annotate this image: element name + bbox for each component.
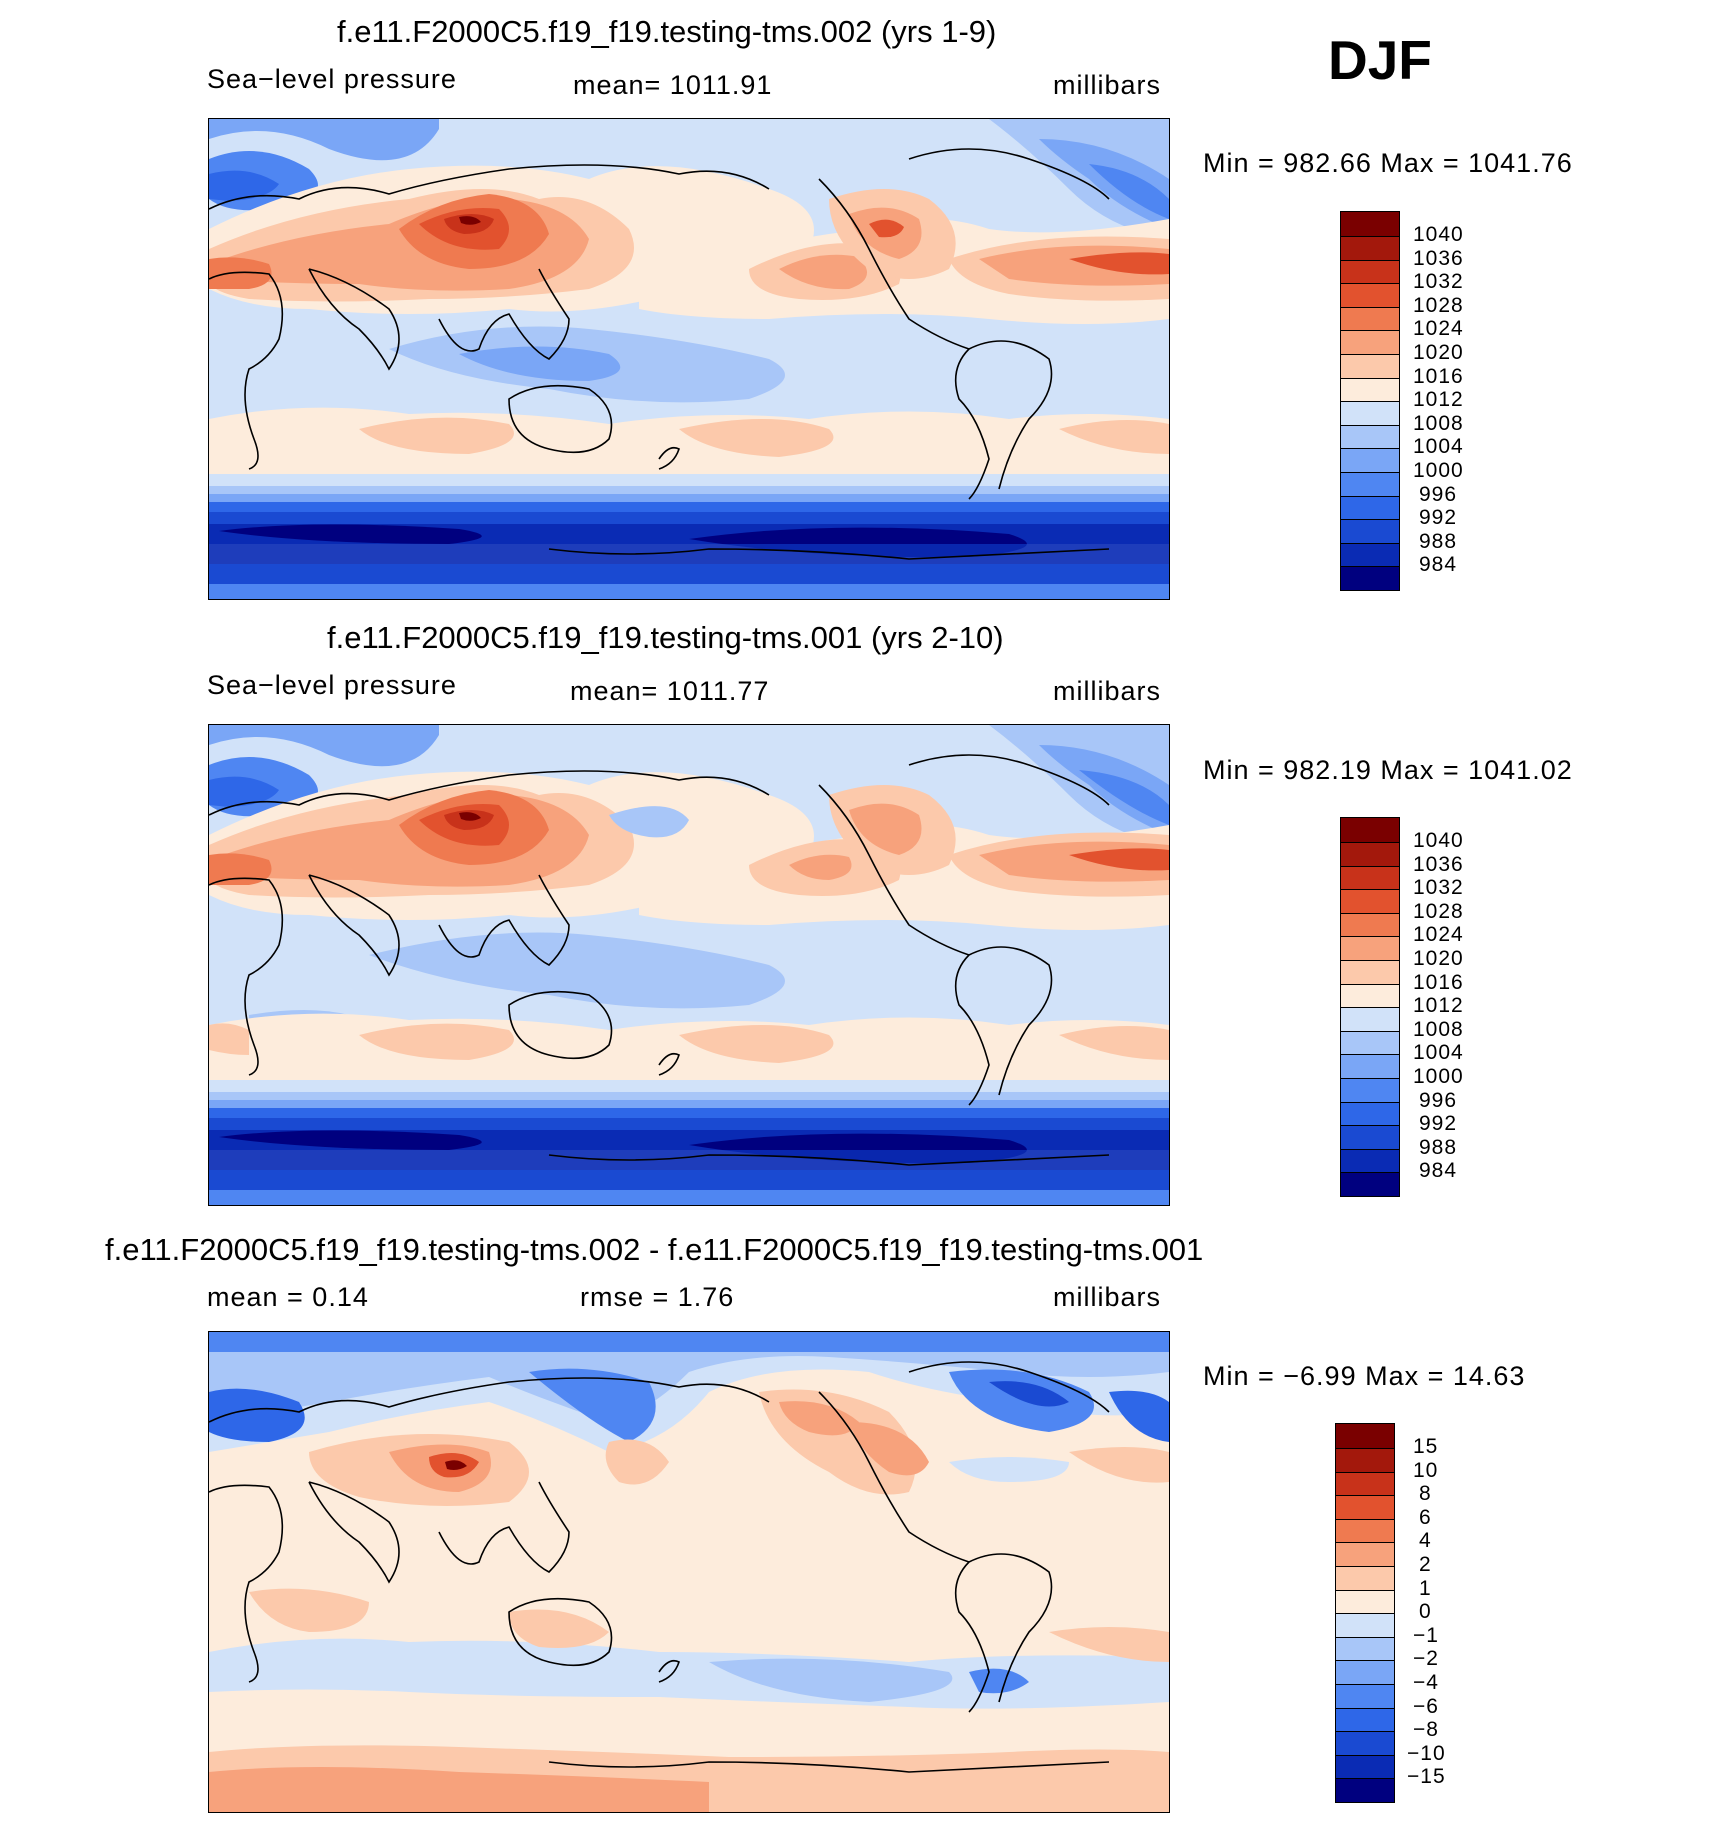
panel-2-cbar-label: 1024	[1413, 923, 1464, 946]
panel-3-cbar-label: −8	[1413, 1718, 1439, 1741]
panel-3-cbar-label: −15	[1407, 1765, 1446, 1788]
panel-3-cbar-label: −2	[1413, 1647, 1439, 1670]
panel-1-cbar-label: 1024	[1413, 317, 1464, 340]
panel-2-cbar-label: 1036	[1413, 853, 1464, 876]
panel-2-map	[208, 724, 1170, 1206]
panel-1-cbar-label: 1040	[1413, 223, 1464, 246]
panel-3-cbar-label: −10	[1407, 1742, 1446, 1765]
panel-2-cbar-label: 1000	[1413, 1065, 1464, 1088]
panel-1-cbar-label: 1036	[1413, 247, 1464, 270]
panel-2-mean: mean= 1011.77	[570, 676, 770, 706]
panel-1-cbar-label: 1032	[1413, 270, 1464, 293]
panel-2-cbar-label: 996	[1419, 1089, 1458, 1112]
panel-2-cbar-label: 1016	[1413, 971, 1464, 994]
panel-3-rmse: rmse = 1.76	[580, 1282, 735, 1312]
panel-3-cbar-label: 1	[1419, 1577, 1432, 1600]
panel-2-cbar-label: 992	[1419, 1112, 1458, 1135]
panel-2-cbar-label: 1020	[1413, 947, 1464, 970]
panel-3-cbar-label: −6	[1413, 1695, 1439, 1718]
panel-2-variable: Sea−level pressure	[207, 670, 457, 700]
panel-1-cbar-label: 1028	[1413, 294, 1464, 317]
panel-1-minmax: Min = 982.66 Max = 1041.76	[1203, 148, 1573, 178]
panel-2-minmax: Min = 982.19 Max = 1041.02	[1203, 755, 1573, 785]
panel-2-cbar-label: 988	[1419, 1136, 1458, 1159]
panel-1-colorbar	[1340, 211, 1400, 591]
panel-2-title: f.e11.F2000C5.f19_f19.testing-tms.001 (y…	[327, 620, 1004, 655]
panel-2-cbar-label: 1028	[1413, 900, 1464, 923]
panel-2-cbar-label: 1040	[1413, 829, 1464, 852]
panel-1-cbar-label: 1008	[1413, 412, 1464, 435]
panel-3-mean: mean = 0.14	[207, 1282, 369, 1312]
panel-3-cbar-label: −4	[1413, 1671, 1439, 1694]
panel-3-cbar-label: 10	[1413, 1459, 1439, 1482]
panel-1-cbar-label: 1020	[1413, 341, 1464, 364]
season-label: DJF	[1328, 29, 1432, 91]
panel-1-cbar-label: 1016	[1413, 365, 1464, 388]
panel-1-cbar-label: 1012	[1413, 388, 1464, 411]
panel-3-contour-field	[209, 1332, 1169, 1812]
panel-2-cbar-label: 1004	[1413, 1041, 1464, 1064]
panel-3-cbar-label: 2	[1419, 1553, 1432, 1576]
panel-2-cbar-label: 984	[1419, 1159, 1458, 1182]
panel-1-cbar-label: 1004	[1413, 435, 1464, 458]
panel-3-units: millibars	[1053, 1282, 1162, 1312]
panel-2-cbar-label: 1012	[1413, 994, 1464, 1017]
panel-1-cbar-label: 1000	[1413, 459, 1464, 482]
panel-2-colorbar	[1340, 817, 1400, 1197]
panel-3-map	[208, 1331, 1170, 1813]
panel-2-contour-field	[209, 725, 1169, 1205]
panel-1-map	[208, 118, 1170, 600]
panel-1-cbar-label: 984	[1419, 553, 1458, 576]
panel-1-cbar-label: 988	[1419, 530, 1458, 553]
panel-3-cbar-label: −1	[1413, 1624, 1439, 1647]
panel-3-minmax: Min = −6.99 Max = 14.63	[1203, 1361, 1526, 1391]
panel-1-contour-field	[209, 119, 1169, 599]
panel-3-cbar-label: 6	[1419, 1506, 1432, 1529]
panel-1-variable: Sea−level pressure	[207, 64, 457, 94]
panel-2-units: millibars	[1053, 676, 1162, 706]
panel-1-mean: mean= 1011.91	[573, 70, 773, 100]
panel-1-units: millibars	[1053, 70, 1162, 100]
panel-3-cbar-label: 8	[1419, 1482, 1432, 1505]
panel-1-title: f.e11.F2000C5.f19_f19.testing-tms.002 (y…	[337, 14, 997, 49]
panel-3-cbar-label: 15	[1413, 1435, 1439, 1458]
panel-3-title: f.e11.F2000C5.f19_f19.testing-tms.002 - …	[105, 1232, 1204, 1267]
panel-3-cbar-label: 0	[1419, 1600, 1432, 1623]
panel-1-cbar-label: 996	[1419, 483, 1458, 506]
panel-2-cbar-label: 1008	[1413, 1018, 1464, 1041]
panel-2-cbar-label: 1032	[1413, 876, 1464, 899]
panel-1-cbar-label: 992	[1419, 506, 1458, 529]
panel-3-colorbar	[1335, 1423, 1395, 1803]
panel-3-cbar-label: 4	[1419, 1529, 1432, 1552]
